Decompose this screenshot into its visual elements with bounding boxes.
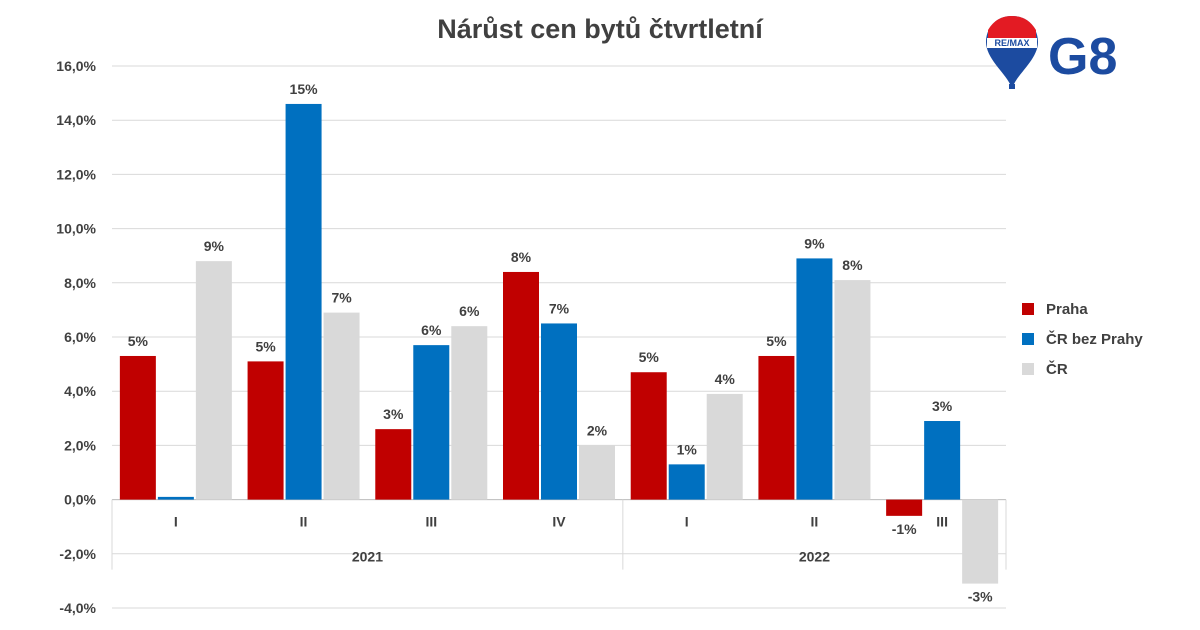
legend-item: ČR: [1022, 354, 1143, 384]
bar: [630, 372, 667, 500]
y-tick-label: 14,0%: [56, 112, 96, 128]
x-tick-label: III: [936, 514, 948, 530]
data-label: 3%: [383, 406, 404, 422]
legend-swatch: [1022, 363, 1034, 375]
y-tick-label: -2,0%: [59, 546, 96, 562]
data-label: 6%: [459, 303, 480, 319]
bar: [375, 429, 412, 500]
balloon-white-band: [987, 38, 1037, 48]
bar: [886, 499, 923, 516]
legend-swatch: [1022, 333, 1034, 345]
remax-g8-logo: RE/MAX G8: [986, 16, 1117, 89]
balloon-basket: [1009, 84, 1015, 89]
bar: [119, 355, 156, 500]
bar: [706, 393, 743, 500]
data-label: 9%: [804, 235, 825, 251]
legend-item: Praha: [1022, 294, 1143, 324]
x-tick-label: I: [685, 514, 689, 530]
legend-label: ČR: [1046, 360, 1068, 378]
data-label: 3%: [932, 398, 953, 414]
bar: [157, 496, 194, 500]
data-label: 1%: [677, 441, 698, 457]
bar: [195, 261, 232, 500]
brand-text: G8: [1048, 28, 1117, 86]
balloon-red-band: [988, 16, 1036, 38]
data-label: 6%: [421, 322, 442, 338]
bar: [834, 280, 871, 500]
balloon-text: RE/MAX: [994, 38, 1029, 48]
data-label: 9%: [204, 238, 225, 254]
data-label: 5%: [639, 349, 660, 365]
bar: [668, 464, 705, 500]
legend-label: ČR bez Prahy: [1046, 330, 1143, 348]
bar: [541, 323, 577, 500]
y-tick-label: 10,0%: [56, 221, 96, 237]
x-tick-label: IV: [552, 514, 566, 530]
legend-label: Praha: [1046, 300, 1088, 318]
y-tick-label: 6,0%: [64, 329, 96, 345]
data-label: 5%: [128, 333, 149, 349]
chart-legend: Praha ČR bez Prahy ČR: [1022, 294, 1143, 384]
data-label: -1%: [892, 521, 917, 537]
y-tick-label: 4,0%: [64, 383, 96, 399]
y-tick-label: 16,0%: [56, 58, 96, 74]
data-label: 8%: [511, 249, 532, 265]
bar: [796, 258, 833, 500]
data-label: 2%: [587, 422, 608, 438]
x-tick-label: I: [174, 514, 178, 530]
y-tick-label: 2,0%: [64, 437, 96, 453]
bar: [503, 271, 539, 500]
y-tick-label: -4,0%: [59, 600, 96, 616]
legend-item: ČR bez Prahy: [1022, 324, 1143, 354]
bar: [451, 326, 488, 500]
data-label: 7%: [331, 290, 352, 306]
bar: [758, 355, 795, 500]
chart-title: Nárůst cen bytů čtvrtletní: [437, 14, 763, 44]
y-tick-label: 8,0%: [64, 275, 96, 291]
y-tick-label: 12,0%: [56, 166, 96, 182]
bar: [413, 345, 450, 500]
x-tick-label: III: [425, 514, 437, 530]
data-label: 15%: [290, 81, 319, 97]
y-tick-label: 0,0%: [64, 492, 96, 508]
bar: [247, 361, 284, 500]
x-tick-label: II: [811, 514, 819, 530]
legend-swatch: [1022, 303, 1034, 315]
data-label: -3%: [968, 589, 993, 605]
bar: [579, 445, 615, 500]
data-label: 8%: [842, 257, 863, 273]
data-label: 7%: [549, 300, 570, 316]
x-tick-label: II: [300, 514, 308, 530]
bar: [323, 312, 360, 500]
data-label: 4%: [715, 371, 736, 387]
bar: [924, 421, 961, 500]
data-label: 5%: [766, 333, 787, 349]
data-label: 5%: [255, 338, 276, 354]
x-group-label: 2021: [352, 549, 383, 565]
bar: [962, 499, 999, 584]
x-group-label: 2022: [799, 549, 830, 565]
bar: [285, 103, 322, 500]
